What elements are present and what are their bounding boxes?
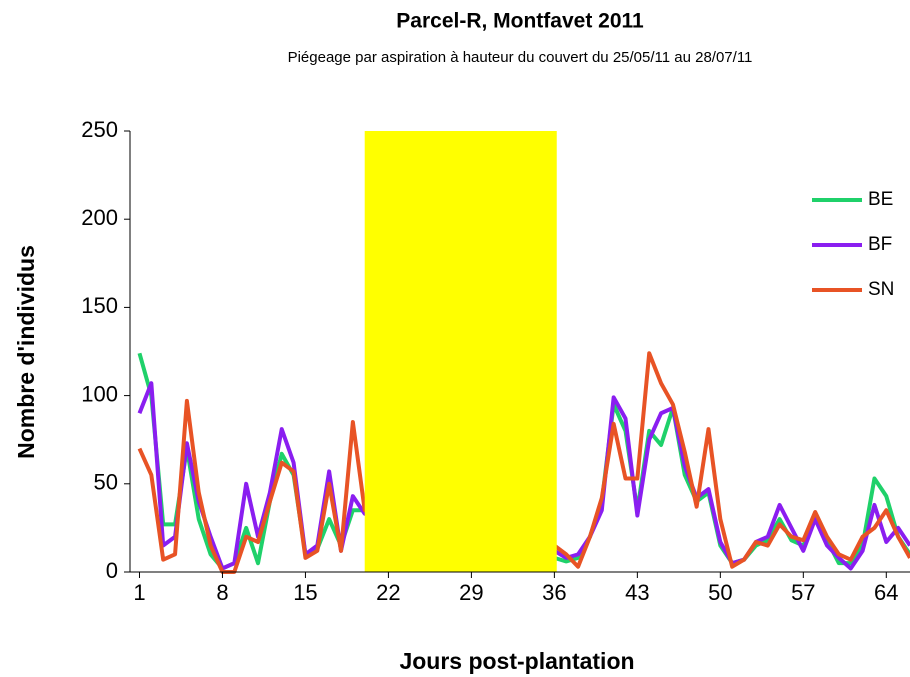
x-tick-label: 1 bbox=[133, 580, 145, 605]
series-line bbox=[137, 351, 910, 574]
x-axis-label: Jours post-plantation bbox=[399, 648, 634, 674]
plot-lines bbox=[137, 351, 910, 574]
shaded-region bbox=[364, 131, 557, 572]
y-axis-label: Nombre d'individus bbox=[13, 245, 39, 459]
legend-label: BE bbox=[868, 189, 893, 210]
chart-subtitle: Piégeage par aspiration à hauteur du cou… bbox=[288, 49, 753, 66]
legend-label: SN bbox=[868, 279, 894, 300]
series-line bbox=[137, 381, 910, 571]
y-tick-label: 200 bbox=[81, 205, 118, 230]
x-tick-label: 64 bbox=[874, 580, 898, 605]
x-tick-label: 36 bbox=[542, 580, 566, 605]
x-tick-label: 22 bbox=[376, 580, 400, 605]
legend-label: BF bbox=[868, 234, 892, 255]
y-tick-label: 250 bbox=[81, 117, 118, 142]
x-tick-label: 43 bbox=[625, 580, 649, 605]
y-tick-label: 150 bbox=[81, 293, 118, 318]
y-tick-label: 0 bbox=[106, 558, 118, 583]
x-tick-label: 57 bbox=[791, 580, 815, 605]
x-tick-label: 29 bbox=[459, 580, 483, 605]
x-tick-label: 15 bbox=[293, 580, 317, 605]
chart-title: Parcel-R, Montfavet 2011 bbox=[396, 10, 644, 33]
x-tick-label: 50 bbox=[708, 580, 732, 605]
x-tick-label: 8 bbox=[216, 580, 228, 605]
y-tick-label: 50 bbox=[94, 470, 118, 495]
y-tick-label: 100 bbox=[81, 381, 118, 406]
